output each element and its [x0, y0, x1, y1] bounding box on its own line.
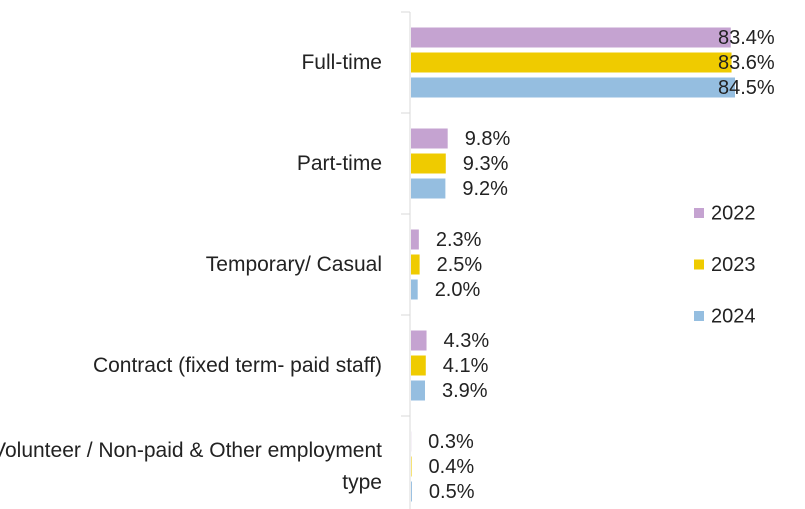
- category-label: Part-time: [296, 151, 382, 175]
- bar: [411, 279, 418, 300]
- legend-label: 2023: [711, 254, 756, 276]
- value-label: 4.3%: [444, 330, 490, 352]
- category-label: Temporary/ Casual: [205, 252, 382, 276]
- bar: [411, 355, 426, 376]
- value-label: 84.5%: [718, 77, 775, 99]
- bar: [411, 178, 446, 199]
- bar: [411, 456, 412, 477]
- legend-swatch: [694, 311, 704, 321]
- category-label: Volunteer / Non-paid & Other employment …: [0, 438, 382, 494]
- value-label: 2.0%: [435, 279, 481, 301]
- value-label: 9.2%: [462, 178, 508, 200]
- value-label: 2.3%: [436, 229, 482, 251]
- bar: [411, 229, 419, 250]
- bar: [411, 330, 427, 351]
- value-label: 0.5%: [429, 481, 475, 503]
- bar: [411, 380, 425, 401]
- value-label: 0.4%: [429, 456, 475, 478]
- value-label: 3.9%: [442, 380, 488, 402]
- value-label: 83.6%: [718, 52, 775, 74]
- legend-swatch: [694, 259, 704, 270]
- legend-label: 2024: [711, 305, 756, 327]
- category-label: Full-time: [301, 50, 382, 74]
- value-label: 83.4%: [718, 27, 775, 49]
- bar: [411, 27, 731, 48]
- value-label: 2.5%: [437, 254, 483, 276]
- bar: [411, 77, 735, 98]
- bar: [411, 153, 446, 174]
- bar: [411, 52, 732, 73]
- category-label: Contract (fixed term- paid staff): [92, 353, 382, 377]
- value-label: 4.1%: [443, 355, 489, 377]
- bar: [411, 254, 420, 275]
- legend-label: 2022: [711, 202, 756, 224]
- bar: [411, 128, 448, 149]
- value-label: 9.8%: [465, 128, 511, 150]
- value-label: 9.3%: [463, 153, 509, 175]
- value-label: 0.3%: [428, 431, 474, 453]
- bar: [411, 481, 412, 502]
- legend-swatch: [694, 208, 704, 218]
